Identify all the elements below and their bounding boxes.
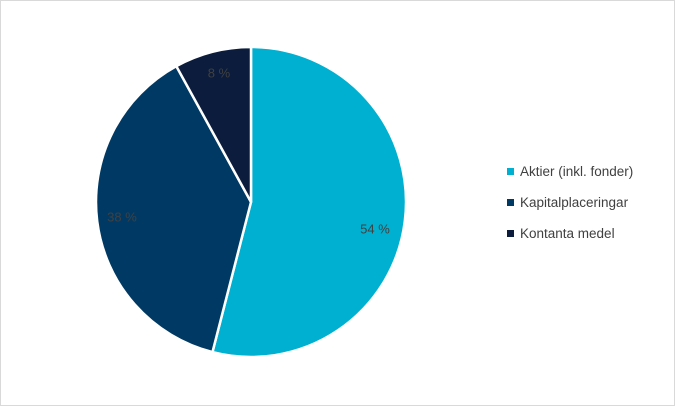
legend-label-aktier: Aktier (inkl. fonder)	[520, 163, 634, 179]
pie-slice-kapitalplaceringar	[94, 64, 253, 354]
pie-slice-aktier	[211, 45, 408, 359]
legend-swatch-aktier	[507, 167, 514, 175]
legend-swatch-kontanta-medel	[507, 229, 514, 237]
pie-slice-kontanta-medel	[175, 45, 253, 204]
legend: Aktier (inkl. fonder) Kapitalplaceringar…	[507, 163, 633, 256]
legend-label-kontanta-medel: Kontanta medel	[520, 225, 615, 241]
data-label-aktier: 54 %	[360, 221, 390, 236]
legend-item-kontanta-medel: Kontanta medel	[507, 225, 633, 241]
legend-item-aktier: Aktier (inkl. fonder)	[507, 163, 633, 179]
legend-item-kapitalplaceringar: Kapitalplaceringar	[507, 194, 633, 210]
data-label-kontanta-medel: 8 %	[208, 65, 231, 80]
legend-swatch-kapitalplaceringar	[507, 198, 514, 206]
data-label-kapitalplaceringar: 38 %	[107, 209, 137, 224]
legend-label-kapitalplaceringar: Kapitalplaceringar	[520, 194, 629, 210]
